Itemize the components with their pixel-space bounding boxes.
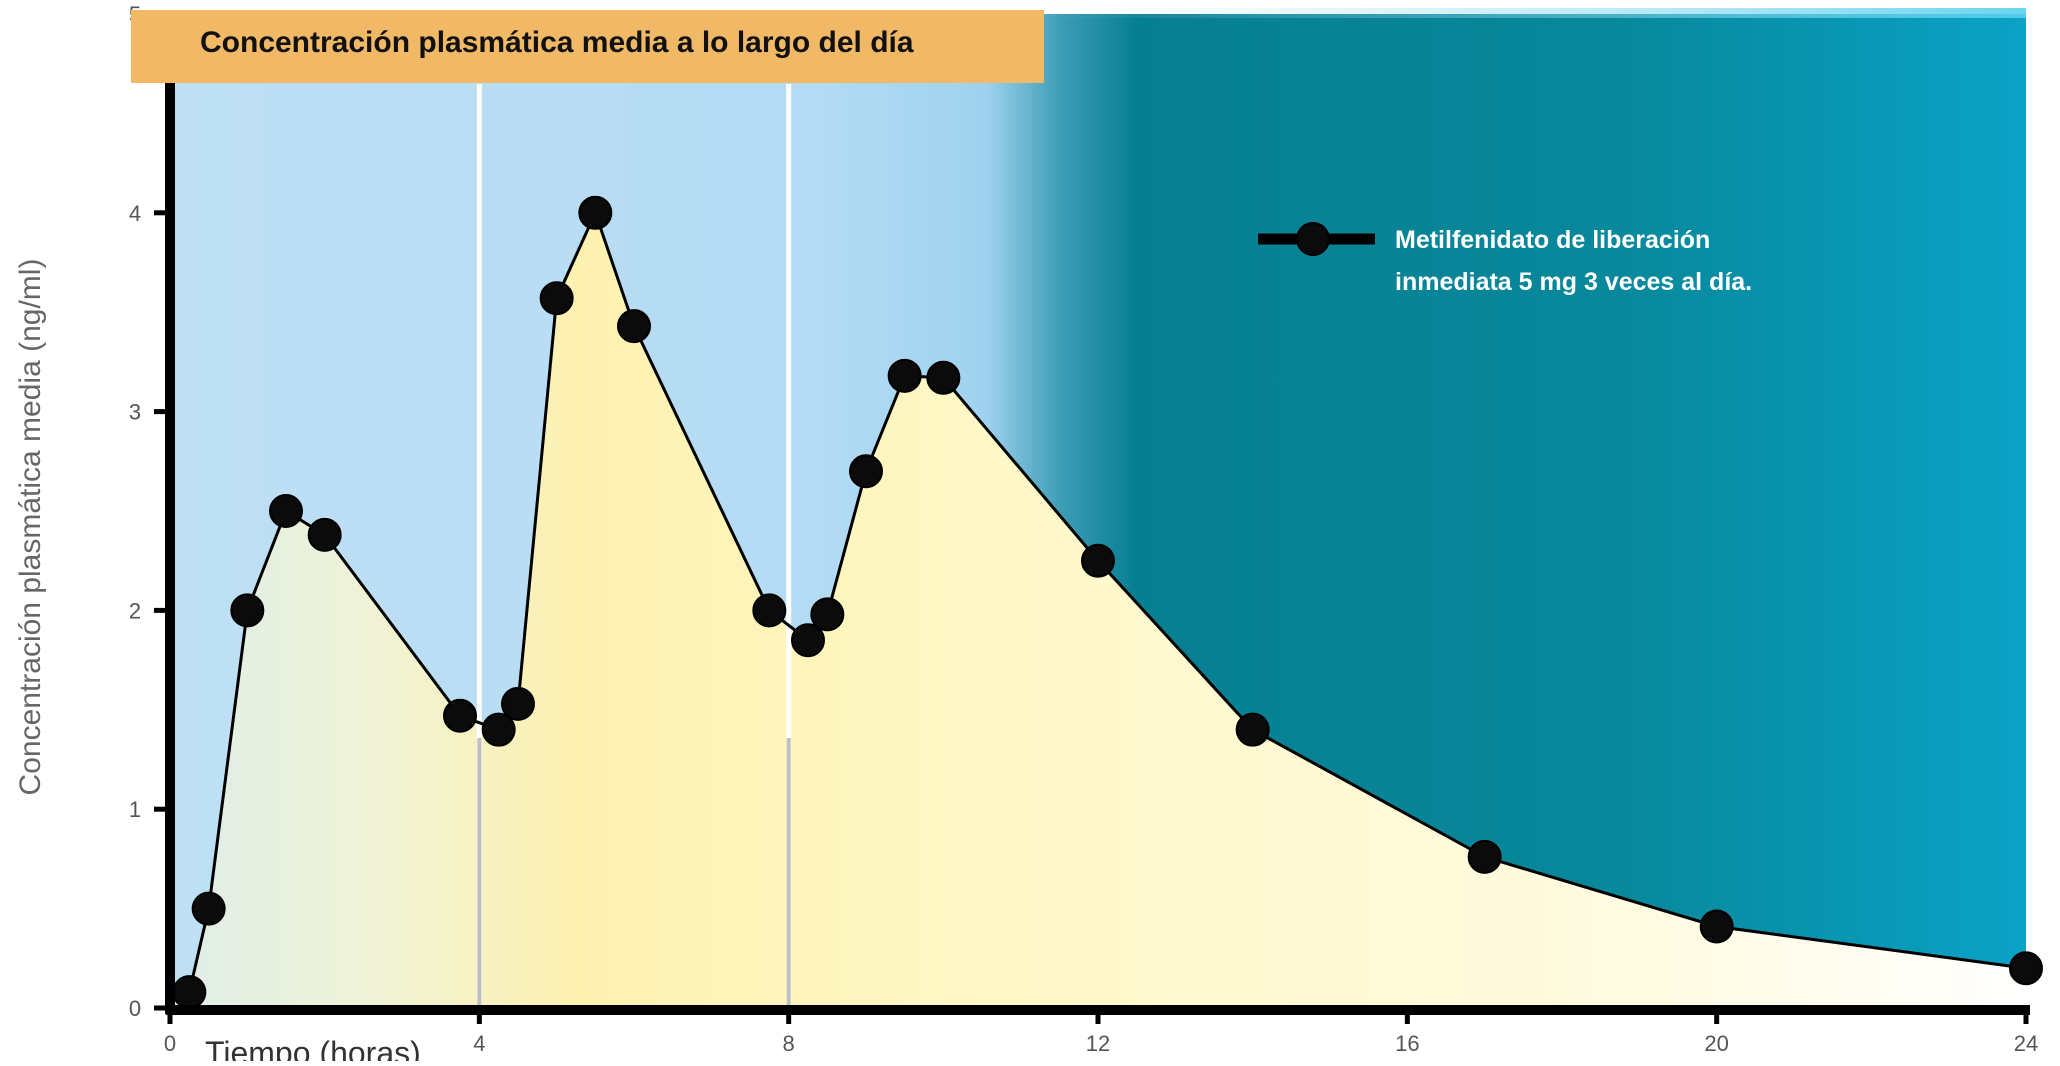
data-point [443, 698, 477, 733]
data-point [539, 281, 574, 316]
axes: 01234504812162024 [129, 2, 2038, 1056]
area-fill [170, 212, 2026, 1009]
series-line [187, 208, 2027, 993]
x-tick-label: 8 [783, 1031, 795, 1056]
legend: Metilfenidato de liberación inmediata 5 m… [1258, 222, 1752, 296]
legend-marker-swatch [1296, 222, 1330, 256]
chart-title-box: Concentración plasmática media a lo larg… [131, 10, 1044, 83]
data-point [269, 494, 303, 528]
data-point [926, 360, 961, 395]
dose-marker-lines [476, 84, 792, 1008]
data-point [191, 891, 226, 926]
x-axis-label: Tiempo (horas) [205, 1035, 421, 1061]
x-tick-label: 12 [1086, 1031, 1110, 1056]
y-tick-label: 3 [129, 400, 141, 425]
series-layer [172, 195, 2043, 1010]
data-point [752, 593, 787, 628]
y-tick-label: 1 [129, 797, 141, 822]
area-under-curve [170, 212, 2026, 1009]
y-tick-label: 0 [129, 996, 141, 1021]
data-point [230, 593, 265, 628]
data-point [481, 712, 516, 747]
data-point [1467, 839, 1502, 874]
data-point [791, 623, 825, 658]
data-point [1081, 543, 1115, 578]
y-tick-label: 2 [129, 598, 141, 623]
x-tick-label: 20 [1704, 1031, 1728, 1056]
legend-label-line-1: Metilfenidato de liberación [1395, 226, 1710, 254]
data-point [2009, 951, 2043, 986]
legend-label-line-2: inmediata 5 mg 3 veces al día. [1395, 268, 1752, 296]
data-point [810, 597, 845, 632]
data-point [617, 309, 651, 344]
x-tick-label: 16 [1395, 1031, 1419, 1056]
x-tick-label: 4 [473, 1031, 485, 1056]
y-axis-label: Concentración plasmática media (ng/ml) [14, 259, 47, 796]
data-point [1235, 712, 1270, 747]
chart-title: Concentración plasmática media a lo larg… [200, 26, 914, 59]
data-point [578, 195, 613, 230]
x-tick-label: 24 [2014, 1031, 2038, 1056]
data-point [501, 686, 535, 721]
y-tick-label: 4 [129, 201, 141, 226]
top-highlight-band [1040, 8, 2026, 18]
title-background [131, 10, 1044, 83]
data-point [849, 454, 883, 489]
data-point [887, 358, 922, 393]
data-point [307, 517, 342, 552]
data-point [1699, 909, 1734, 944]
x-tick-label: 0 [164, 1031, 176, 1056]
legend-label: Metilfenidato de liberación inmediata 5 m… [1395, 226, 1752, 296]
data-point [172, 975, 207, 1010]
